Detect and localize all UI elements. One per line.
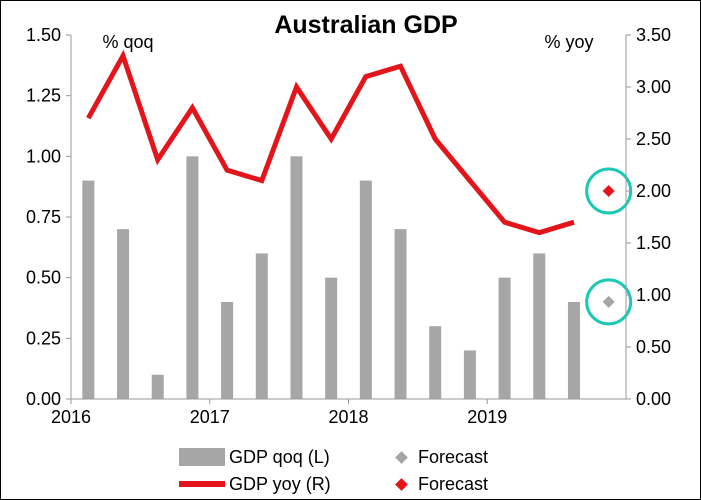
right-tick-label: 2.50 — [636, 129, 671, 149]
x-tick-label: 2017 — [190, 407, 230, 427]
right-tick-label: 1.00 — [636, 285, 671, 305]
bar-qoq — [255, 253, 268, 399]
forecast-highlight-circle — [585, 278, 633, 326]
legend-label-qoq: GDP qoq (L) — [229, 446, 330, 467]
legend-item-qoq: GDP qoq (L) — [179, 445, 330, 469]
legend-label-forecast-yoy: Forecast — [418, 473, 489, 494]
legend-bar-swatch — [179, 448, 225, 466]
bar-qoq — [290, 156, 303, 399]
bar-qoq — [117, 229, 130, 399]
right-tick-label: 1.50 — [636, 233, 671, 253]
bar-qoq — [567, 301, 580, 399]
bar-qoq — [533, 253, 546, 399]
bar-qoq — [221, 301, 234, 399]
legend-diamond-red-icon — [395, 477, 408, 491]
bar-qoq — [394, 229, 407, 399]
bar-qoq — [186, 156, 199, 399]
line-yoy — [86, 49, 575, 236]
bar-qoq — [429, 326, 442, 399]
left-tick-label: 1.25 — [26, 86, 61, 106]
x-tick-label: 2018 — [328, 407, 368, 427]
x-tick-label: 2016 — [51, 407, 91, 427]
bar-qoq — [82, 180, 95, 399]
legend-label-yoy: GDP yoy (R) — [229, 473, 331, 494]
right-tick-label: 0.50 — [636, 337, 671, 357]
legend-line-swatch — [179, 481, 225, 487]
chart-title: Australian GDP — [274, 11, 457, 39]
left-tick-label: 1.00 — [26, 146, 61, 166]
bar-qoq — [359, 180, 372, 399]
left-tick-label: 1.50 — [26, 25, 61, 45]
right-tick-label: 0.00 — [636, 389, 671, 409]
legend-diamond-gray-icon — [395, 450, 408, 464]
left-tick-label: 0.25 — [26, 328, 61, 348]
left-tick-label: 0.00 — [26, 389, 61, 409]
legend-item-yoy: GDP yoy (R) — [179, 472, 331, 496]
left-tick-label: 0.50 — [26, 268, 61, 288]
left-tick-label: 0.75 — [26, 207, 61, 227]
right-tick-label: 2.00 — [636, 181, 671, 201]
x-tick-label: 2019 — [467, 407, 507, 427]
legend: GDP qoq (L) Forecast GDP yoy (R) Forecas… — [171, 445, 551, 497]
legend-item-forecast-yoy: Forecast — [389, 472, 488, 496]
forecast-marker-qoq — [602, 295, 615, 308]
forecast-marker-yoy — [602, 185, 615, 197]
bar-qoq — [463, 350, 476, 399]
bar-qoq — [498, 277, 511, 399]
left-axis-label: % qoq — [102, 32, 153, 52]
right-axis-label: % yoy — [544, 32, 593, 52]
right-tick-label: 3.50 — [636, 25, 671, 45]
right-tick-label: 3.00 — [636, 77, 671, 97]
bar-qoq — [151, 374, 164, 399]
legend-label-forecast-qoq: Forecast — [418, 446, 489, 467]
legend-item-forecast-qoq: Forecast — [389, 445, 488, 469]
bar-qoq — [325, 277, 338, 399]
